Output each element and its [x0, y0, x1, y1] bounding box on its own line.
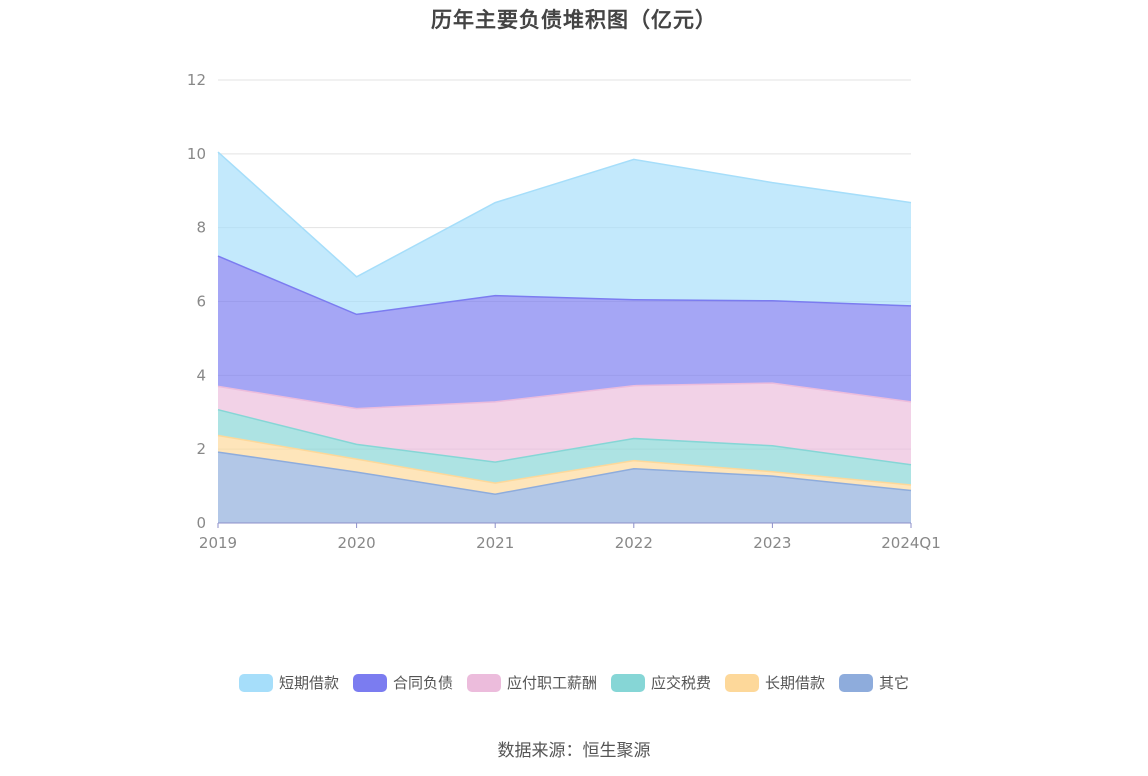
- series-line-应交税费: [217, 408, 912, 466]
- area-series-其它: [218, 452, 911, 523]
- legend-label: 应付职工薪酬: [506, 674, 597, 692]
- series-line-合同负债: [217, 255, 912, 316]
- series-line-应付职工薪酬: [217, 382, 912, 410]
- legend-item[interactable]: 其它: [839, 672, 909, 693]
- legend-label: 合同负债: [392, 674, 453, 692]
- x-tick-label: 2019: [199, 534, 237, 552]
- area-series-短期借款: [218, 152, 911, 315]
- legend-label: 短期借款: [278, 674, 339, 692]
- area-series-合同负债: [218, 256, 911, 409]
- y-tick-label: 6: [196, 293, 206, 311]
- x-tick-label: 2021: [476, 534, 514, 552]
- x-tick-label: 2020: [338, 534, 376, 552]
- source-note: 数据来源：恒生聚源: [497, 741, 651, 761]
- y-tick-label: 8: [196, 219, 206, 237]
- area-series-应付职工薪酬: [218, 383, 911, 465]
- legend-item[interactable]: 长期借款: [725, 672, 825, 693]
- x-tick-label: 2022: [615, 534, 653, 552]
- series-lines-group: [217, 151, 912, 495]
- stacked-area-chart: 0 2 4 6 8 10 12 2019 2020 2021 2022 2023 2024Q1: [187, 71, 941, 552]
- legend-item[interactable]: 应付职工薪酬: [466, 672, 597, 693]
- area-series-应交税费: [218, 409, 911, 485]
- legend-item[interactable]: 应交税费: [611, 672, 711, 693]
- x-tick-label: 2023: [753, 534, 791, 552]
- legend-item[interactable]: 合同负债: [352, 672, 453, 693]
- axes: 0 2 4 6 8 10 12 2019 2020 2021 2022 2023 2024Q1: [187, 71, 941, 552]
- series-line-长期借款: [217, 434, 912, 486]
- series-line-其它: [217, 451, 912, 495]
- legend-label: 应交税费: [651, 674, 712, 692]
- series-line-短期借款: [217, 151, 912, 278]
- legend-item[interactable]: 短期借款: [238, 672, 339, 693]
- legend-label: 长期借款: [765, 674, 826, 692]
- x-tick-label: 2024Q1: [881, 534, 941, 552]
- y-tick-label: 12: [187, 71, 206, 89]
- legend-swatch: [839, 673, 874, 692]
- legend-swatch: [352, 673, 387, 692]
- y-tick-label: 0: [196, 514, 206, 532]
- legend-swatch: [611, 673, 645, 692]
- area-series-group: [218, 152, 911, 523]
- legend-label: 其它: [879, 674, 910, 692]
- y-tick-label: 2: [196, 440, 206, 458]
- legend-swatch: [466, 673, 501, 692]
- chart-title: 历年主要负债堆积图（亿元）: [431, 8, 717, 32]
- y-tick-label: 4: [196, 366, 206, 384]
- legend: 短期借款 合同负债 应付职工薪酬 应交税费 长期借款 其它: [0, 672, 1148, 693]
- legend-swatch: [238, 673, 273, 692]
- legend-swatch: [725, 673, 760, 692]
- y-tick-label: 10: [187, 145, 206, 163]
- area-series-长期借款: [218, 435, 911, 495]
